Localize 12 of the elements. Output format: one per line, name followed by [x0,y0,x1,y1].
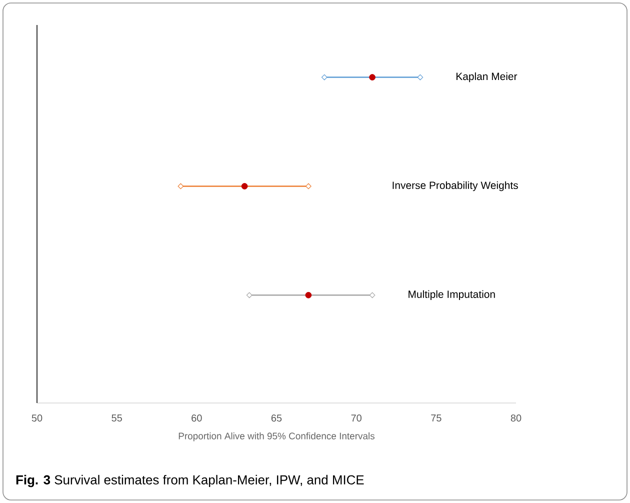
x-tick-label: 55 [112,414,122,422]
text: Fig. 3 Survival estimates from Kaplan-Meier, IPW, and MICE [16,474,364,488]
text: Inverse Probability Weights [392,181,518,192]
x-tick-label: 80 [510,414,522,422]
text: Kaplan Meier [456,72,518,82]
x-tick-label: 70 [351,414,362,422]
text: Multiple Imputation [408,290,495,300]
x-tick-label: 60 [192,414,202,422]
x-tick-label: 65 [271,414,282,422]
x-tick-label: 50 [32,414,42,422]
x-axis-title: Proportion Alive with 95% Confidence Intervals [178,432,374,442]
x-tick-label: 75 [431,414,442,422]
